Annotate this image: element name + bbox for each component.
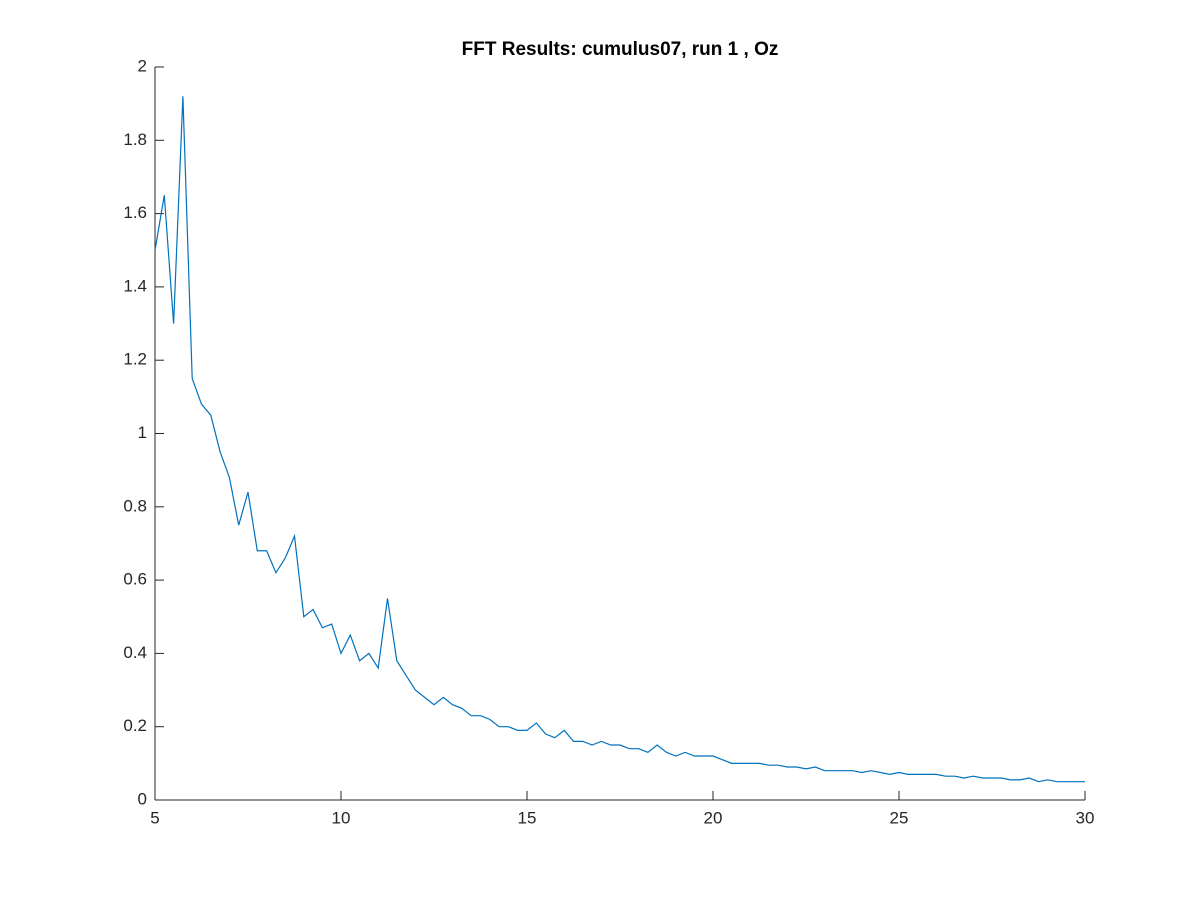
x-tick-label: 5 (150, 808, 159, 827)
y-tick-label: 0.4 (123, 643, 147, 662)
x-tick-label: 20 (704, 808, 723, 827)
chart-title: FFT Results: cumulus07, run 1 , Oz (462, 39, 779, 60)
x-tick-label: 30 (1076, 808, 1095, 827)
y-tick-label: 1 (138, 423, 147, 442)
x-tick-label: 25 (890, 808, 909, 827)
y-tick-label: 0.2 (123, 716, 147, 735)
data-line (154, 96, 1085, 783)
y-tick-label: 1.8 (123, 130, 147, 149)
y-tick-label: 0.8 (123, 496, 147, 515)
x-tick-label: 10 (332, 808, 351, 827)
y-tick-label: 1.6 (123, 203, 147, 222)
x-tick-label: 15 (518, 808, 537, 827)
y-tick-label: 0.6 (123, 570, 147, 589)
y-tick-label: 1.2 (123, 350, 147, 369)
y-tick-label: 1.4 (123, 276, 147, 295)
y-tick-label: 0 (138, 789, 147, 808)
y-tick-label: 2 (138, 56, 147, 75)
